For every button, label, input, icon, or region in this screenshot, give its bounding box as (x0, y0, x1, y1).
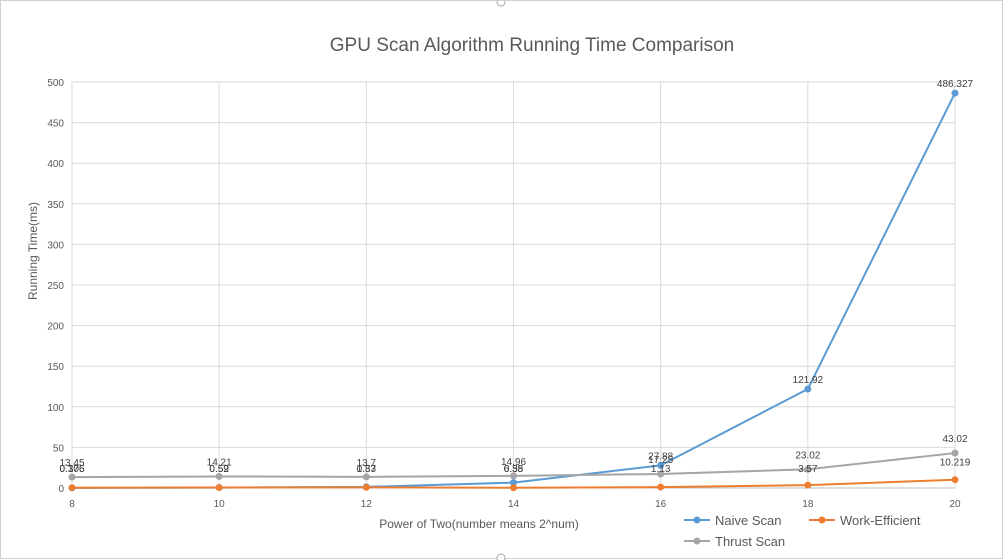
x-tick-label: 8 (69, 499, 75, 510)
x-axis-title: Power of Two(number means 2^num) (379, 517, 579, 531)
data-point (362, 473, 370, 481)
legend-entry: Thrust Scan (715, 534, 785, 549)
legend: Naive Scan Work-Efficient Thrust Scan (684, 513, 921, 549)
data-label: 13.45 (59, 458, 84, 469)
data-label: 486.327 (937, 79, 974, 90)
x-tick-label: 10 (214, 499, 226, 510)
data-point (215, 484, 223, 492)
data-point (951, 476, 959, 484)
data-label: 3.57 (798, 464, 818, 475)
data-labels: 0.105 0.52 1.37 6.58 27.88 121.92 486.327 0.376… (59, 79, 973, 475)
data-label: 13.7 (357, 458, 377, 469)
data-label: 10.219 (940, 458, 971, 469)
data-point (657, 461, 665, 469)
data-point (68, 473, 76, 481)
data-point (657, 483, 665, 491)
resize-handle-bottom[interactable] (496, 553, 506, 560)
legend-marker (693, 537, 701, 545)
y-tick-label: 250 (47, 281, 64, 292)
data-label: 0.376 (59, 464, 84, 475)
chart-title: GPU Scan Algorithm Running Time Comparis… (330, 35, 734, 56)
data-label: 43.02 (942, 434, 967, 445)
data-label: 14.21 (207, 457, 232, 468)
legend-marker (693, 516, 701, 524)
y-tick-label: 400 (47, 159, 64, 170)
data-label: 0.83 (357, 464, 377, 475)
y-tick-label: 350 (47, 200, 64, 211)
data-label: 121.92 (793, 375, 824, 386)
data-point (804, 385, 812, 393)
y-tick-label: 150 (47, 362, 64, 373)
y-axis-title: Running Time(ms) (26, 202, 40, 300)
data-point (657, 470, 665, 478)
data-label: 0.52 (209, 464, 229, 475)
data-point (804, 481, 812, 489)
data-label: 0.105 (59, 464, 84, 475)
data-point (510, 479, 517, 487)
data-point (510, 472, 517, 480)
x-tick-label: 18 (802, 499, 814, 510)
y-tick-label: 450 (47, 119, 64, 130)
data-point (362, 483, 370, 491)
y-tick-label: 50 (53, 443, 65, 454)
data-point (951, 449, 959, 457)
series-layer (68, 89, 959, 492)
y-tick-label: 500 (47, 78, 64, 89)
x-tick-label: 16 (655, 499, 667, 510)
data-point (510, 484, 517, 492)
legend-entry: Work-Efficient (840, 513, 921, 528)
data-label: 1.13 (651, 464, 671, 475)
gridlines: 0 50 100 150 200 250 300 350 400 450 500 8 10 12 14 16 1… (47, 78, 961, 510)
data-label: 17.25 (648, 455, 673, 466)
y-tick-label: 0 (58, 484, 64, 495)
data-label: 27.88 (648, 451, 673, 462)
y-tick-label: 300 (47, 240, 64, 251)
data-label: 14.96 (501, 457, 526, 468)
data-point (951, 89, 959, 97)
data-label: 0.59 (209, 464, 229, 475)
data-point (215, 472, 223, 480)
resize-handle-top[interactable] (496, 1, 506, 7)
y-tick-label: 100 (47, 403, 64, 414)
x-tick-label: 14 (508, 499, 520, 510)
x-tick-label: 12 (361, 499, 373, 510)
x-tick-label: 20 (949, 499, 961, 510)
data-label: 1.37 (357, 464, 377, 475)
data-label: 23.02 (795, 450, 820, 461)
y-tick-label: 200 (47, 322, 64, 333)
data-point (804, 465, 812, 473)
legend-marker (818, 516, 826, 524)
data-label: 6.58 (504, 464, 524, 475)
legend-entry: Naive Scan (715, 513, 781, 528)
data-label: 0.35 (504, 464, 524, 475)
data-point (68, 484, 76, 492)
